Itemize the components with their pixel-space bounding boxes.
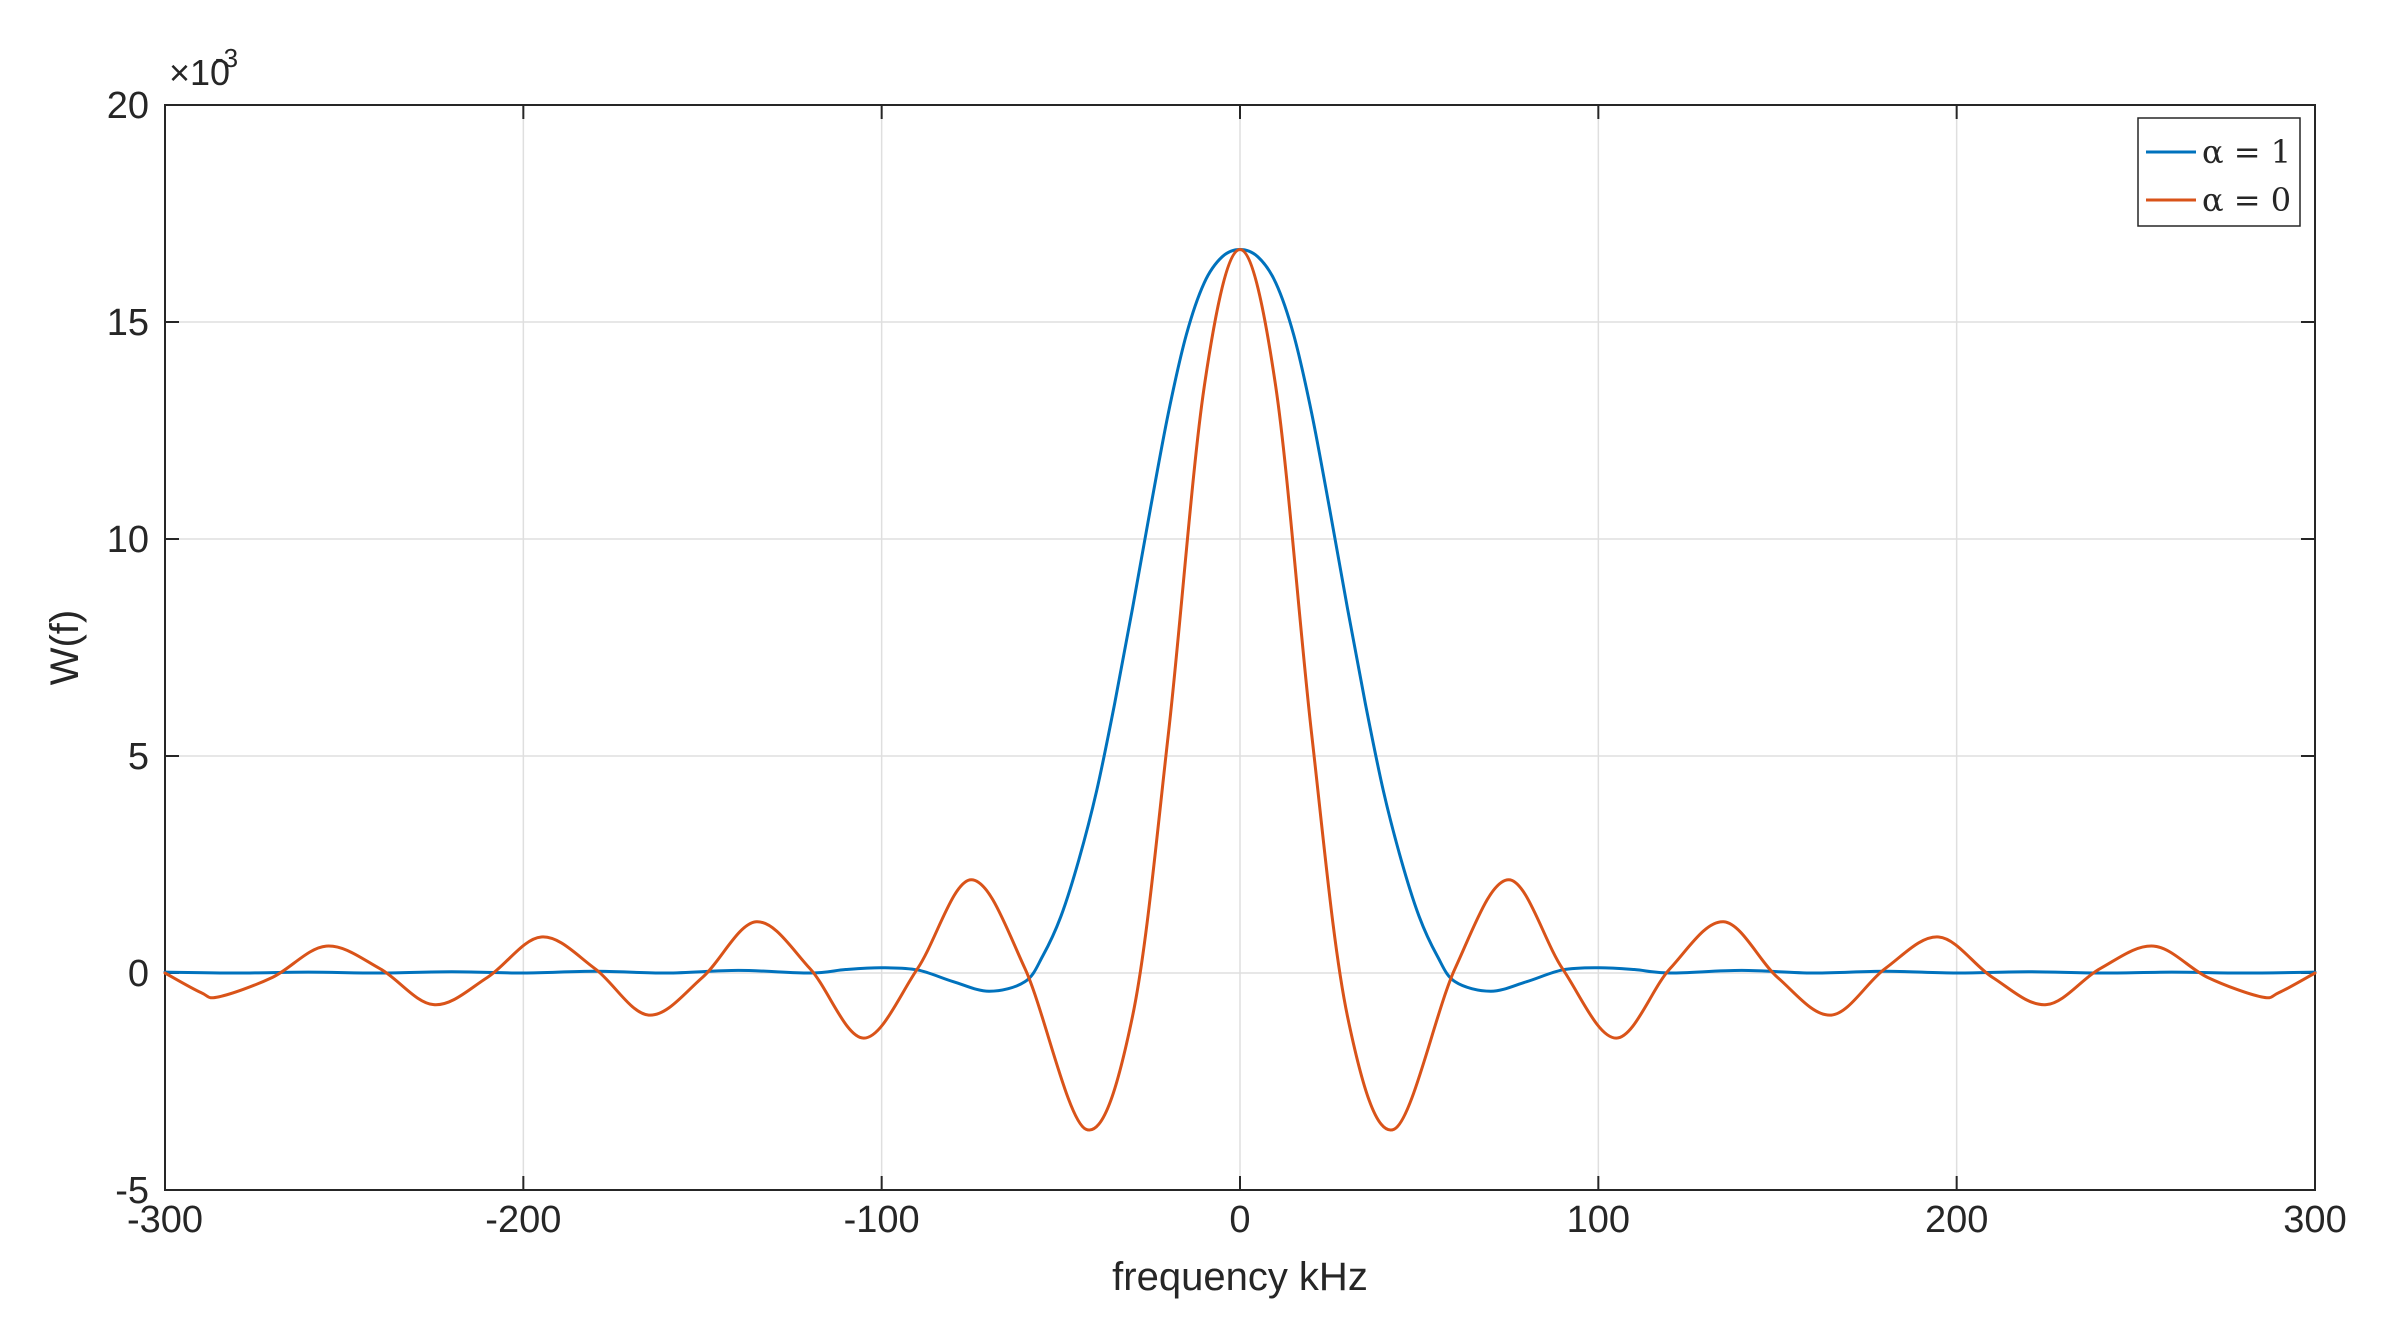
y-tick-label: 5 [128, 736, 149, 778]
y-tick-label: 20 [107, 85, 149, 127]
x-tick-label: 300 [2283, 1199, 2346, 1241]
y-tick-label: 15 [107, 302, 149, 344]
x-tick-label: 100 [1567, 1199, 1630, 1241]
y-scale-exponent: -3 [215, 43, 238, 73]
legend: α = 1 α = 0 [2137, 117, 2301, 227]
y-axis-label: W(f) [43, 610, 87, 686]
x-tick-label: 200 [1925, 1199, 1988, 1241]
legend-label-alpha-0: α = 0 [2202, 181, 2291, 219]
x-tick-label: -100 [844, 1199, 920, 1241]
series-line-alpha-0 [163, 248, 2317, 1132]
series-layer [163, 248, 2317, 1132]
y-scale-multiplier: ×10 [169, 52, 230, 93]
y-tick-label: -5 [115, 1170, 149, 1212]
x-tick-label: 0 [1229, 1199, 1250, 1241]
y-tick-label: 0 [128, 953, 149, 995]
y-tick-label: 10 [107, 519, 149, 561]
legend-box [2137, 117, 2301, 227]
x-axis-label: frequency kHz [1112, 1255, 1368, 1299]
x-tick-label: -200 [485, 1199, 561, 1241]
x-tick-label: -300 [127, 1199, 203, 1241]
tick-labels: -300 -200 -100 0 100 200 300 -5 0 5 10 15 20 [107, 85, 2347, 1241]
legend-label-alpha-1: α = 1 [2202, 133, 2291, 171]
axis-ticks [164, 104, 2316, 1191]
